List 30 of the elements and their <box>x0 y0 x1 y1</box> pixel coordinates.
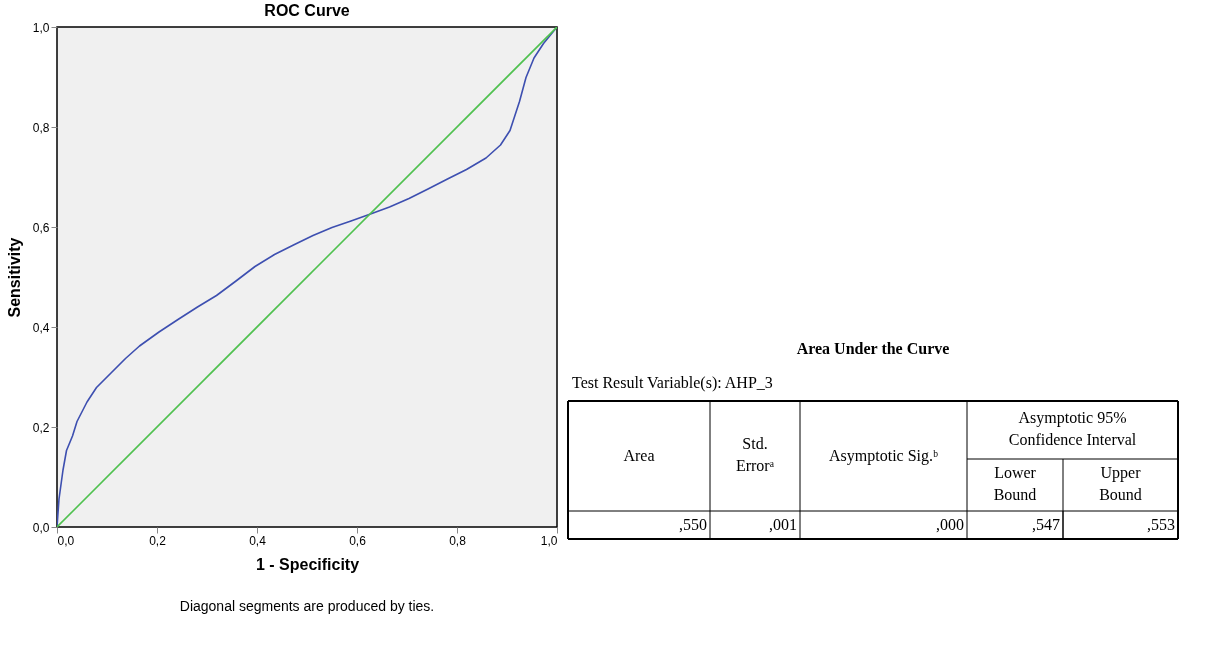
line-series <box>57 27 557 527</box>
text: Upper Bound <box>1099 464 1142 503</box>
x-tick-label: 1,0 <box>540 533 558 548</box>
text: ,547 <box>1032 516 1060 533</box>
x-tick-label: 0,6 <box>349 533 367 548</box>
x-tick-label: 0,8 <box>449 533 467 548</box>
text: ,000 <box>936 516 964 533</box>
x-tick-label: 0,0 <box>57 533 75 548</box>
y-tick-label: 1,0 <box>32 20 50 35</box>
y-tick-label: 0,0 <box>32 520 50 535</box>
text: Test Result Variable(s): AHP_3 <box>572 374 773 392</box>
y-axis-title: Sensitivity <box>5 237 23 318</box>
text: Std. Errorᵃ <box>735 435 775 474</box>
text: Lower Bound <box>993 464 1037 503</box>
text: Diagonal segments are produced by ties. <box>179 598 435 614</box>
text: Area <box>623 447 655 464</box>
text: ,550 <box>679 516 707 533</box>
y-tick-label: 0,8 <box>32 120 50 135</box>
chart-title: ROC Curve <box>264 2 350 19</box>
x-axis-title: 1 - Specificity <box>255 555 360 573</box>
y-tick-label: 0,4 <box>32 320 50 335</box>
text: ,001 <box>769 516 797 533</box>
text: Asymptotic 95% Confidence Interval <box>1008 409 1137 448</box>
x-tick-label: 0,4 <box>249 533 267 548</box>
text: Area Under the Curve <box>796 340 950 357</box>
text: ,553 <box>1147 516 1175 533</box>
y-tick-label: 0,2 <box>32 420 50 435</box>
text: Asymptotic Sig.ᵇ <box>829 447 939 465</box>
x-tick-label: 0,2 <box>149 533 167 548</box>
y-tick-label: 0,6 <box>32 220 50 235</box>
